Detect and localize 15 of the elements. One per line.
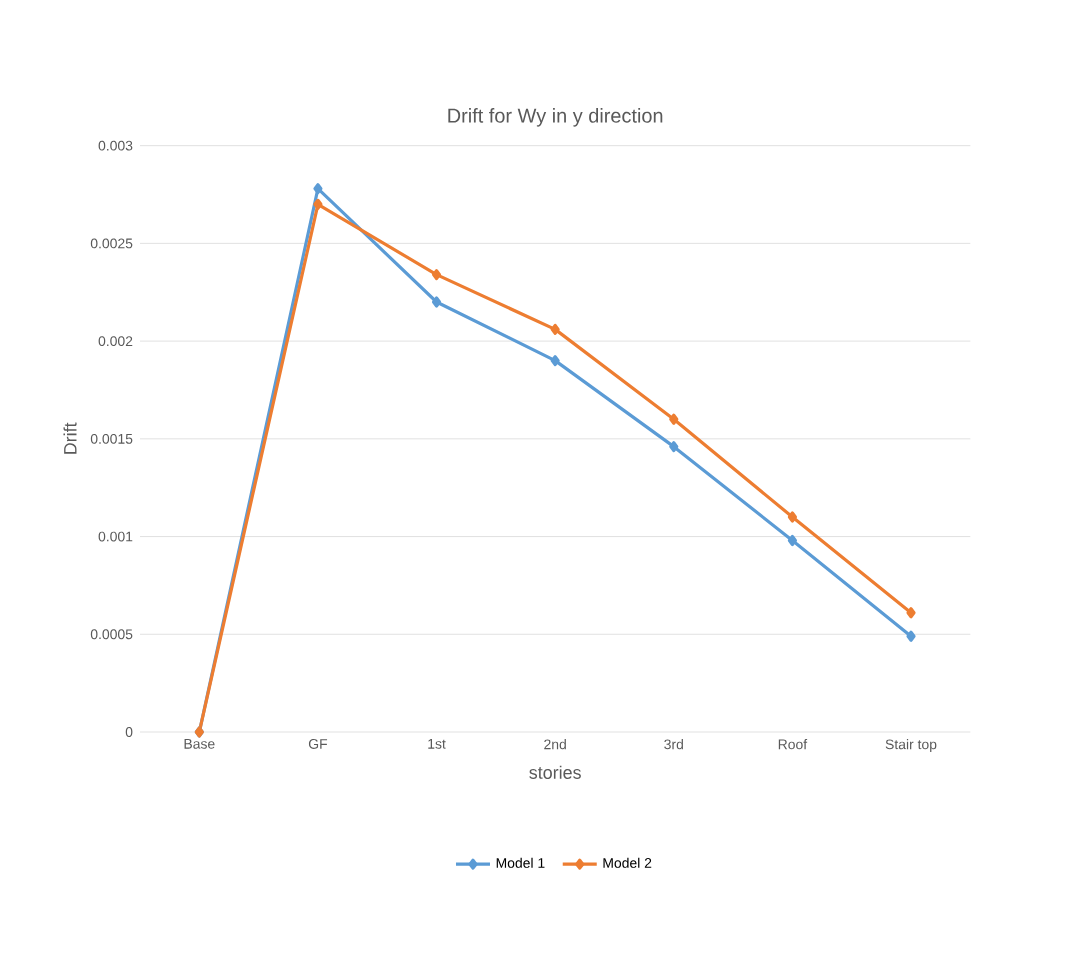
x-axis-title: stories [529,765,581,779]
point [550,355,560,367]
point [313,198,323,210]
point [669,441,679,453]
point [787,511,797,523]
point [313,183,323,195]
chart-title: Drift for Wy in y direction [448,108,663,127]
point [431,269,442,281]
point [431,296,442,308]
point [550,323,560,335]
y-axis-title: Drift [63,422,77,454]
point [669,413,679,425]
point [906,607,916,619]
point [787,534,797,547]
point [906,630,916,642]
